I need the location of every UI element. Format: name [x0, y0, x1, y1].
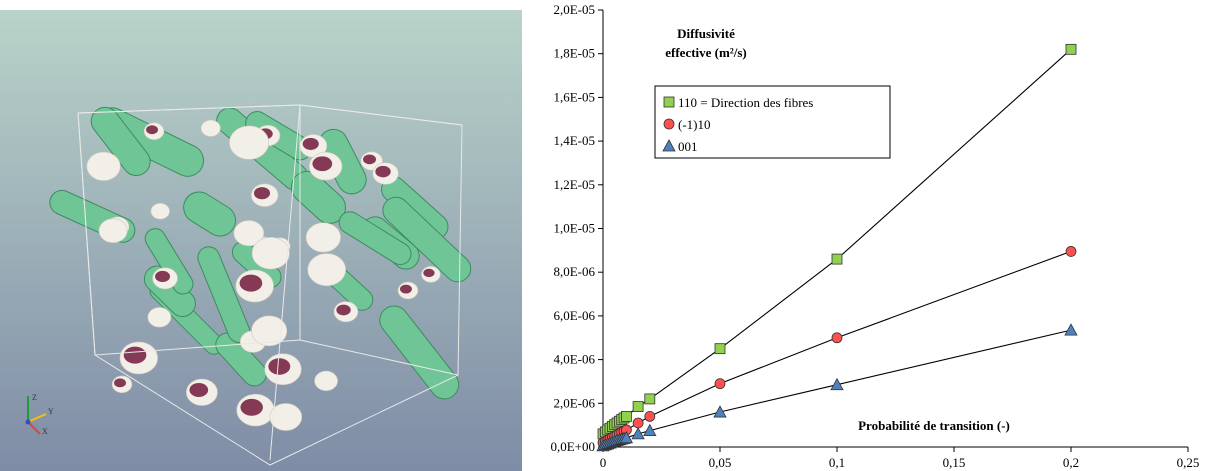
orientation-triad: Z Y X [25, 393, 54, 436]
data-point-square [1065, 43, 1077, 55]
fiber-cross-section [397, 281, 419, 300]
fiber-cross-section [147, 307, 172, 328]
x-tick-label: 0 [600, 455, 607, 470]
y-tick-label: 0,0E+00 [550, 439, 595, 454]
x-axis-title: Probabilité de transition (-) [858, 418, 1010, 433]
x-tick-label: 0,25 [1177, 455, 1200, 470]
chart-title-line-2: effective (m²/s) [665, 45, 747, 60]
fiber-body [382, 196, 472, 283]
x-tick-label: 0,2 [1063, 455, 1079, 470]
fiber-cross-section [372, 162, 399, 185]
legend-box [654, 85, 891, 159]
legend: 110 = Direction des fibres (-1)10 001 [654, 85, 891, 159]
chart-title: Diffusivité effective (m²/s) [665, 26, 747, 60]
fiber-cross-section [421, 266, 441, 283]
fiber-cross-section [233, 220, 265, 247]
fiber-cross-section [333, 301, 359, 323]
y-tick-label: 2,0E-06 [553, 395, 595, 410]
fiber-cross-section [236, 393, 275, 427]
fiber-cross-section [186, 378, 218, 406]
data-point-triangle [713, 405, 727, 418]
y-tick-label: 6,0E-06 [553, 308, 595, 323]
fiber-cross-section [251, 315, 288, 347]
fiber-cross-section [235, 269, 274, 303]
fiber-cross-section [111, 375, 133, 394]
fiber-cross-section [150, 202, 170, 220]
fiber-microstructure-render: Z Y X [0, 10, 522, 471]
data-point-square [714, 343, 726, 355]
fiber-cross-section [86, 151, 121, 181]
data-point-triangle [619, 430, 634, 444]
fiber-body [338, 211, 412, 266]
legend-items: 110 = Direction des fibres (-1)10 001 [662, 95, 813, 154]
legend-label: 001 [678, 139, 698, 154]
y-tick-label: 2,0E-05 [553, 2, 595, 17]
fiber-cross-section [269, 403, 303, 431]
fiber-cross-section [299, 134, 328, 158]
y-tick-label: 4,0E-06 [553, 352, 595, 367]
data-point-circle [1065, 246, 1077, 257]
triad-x-label: X [42, 427, 48, 436]
fiber-cross-section [229, 125, 270, 160]
data-point-triangle [631, 427, 645, 440]
fiber-cross-section [119, 341, 158, 375]
fiber-body [144, 228, 194, 295]
y-tick-label: 1,6E-05 [553, 89, 595, 104]
series-markers [596, 43, 1078, 452]
fiber-body [90, 106, 151, 177]
data-point-circle [644, 411, 656, 422]
y-tick-label: 1,4E-05 [553, 133, 595, 148]
x-axis: 0 0,05 0,1 0,15 0,2 0,25 [600, 446, 1200, 470]
y-tick-label: 8,0E-06 [553, 264, 595, 279]
legend-label: 110 = Direction des fibres [678, 95, 813, 110]
data-point-circle [831, 332, 843, 344]
fiber-layer [49, 106, 472, 431]
legend-marker-square [663, 96, 675, 108]
fiber-cross-section [250, 183, 279, 207]
data-point-circle [714, 378, 726, 390]
y-axis: 0,0E+00 2,0E-06 4,0E-06 6,0E-06 8,0E-06 1,0E-… [550, 2, 604, 454]
fiber-cross-section [152, 267, 178, 290]
y-tick-group: 0,0E+00 2,0E-06 4,0E-06 6,0E-06 8,0E-06 1,0E-… [550, 2, 603, 454]
y-tick-label: 1,0E-05 [553, 221, 595, 236]
triad-y-label: Y [48, 407, 54, 416]
fiber-body [379, 305, 460, 400]
x-tick-label: 0,15 [943, 455, 966, 470]
bounding-box [77, 104, 463, 466]
data-point-square [632, 401, 644, 412]
fiber-cross-section [264, 353, 302, 386]
diffusivity-chart: 0,0E+00 2,0E-06 4,0E-06 6,0E-06 8,0E-06 1,0E-… [550, 2, 1200, 470]
fiber-cross-section [305, 222, 341, 253]
x-tick-label: 0,05 [709, 455, 732, 470]
fiber-cross-section [251, 237, 290, 270]
data-point-square [644, 393, 656, 405]
data-point-square [621, 411, 632, 422]
data-point-circle [632, 417, 644, 429]
data-point-triangle [830, 377, 844, 391]
chart-title-line-1: Diffusivité [677, 26, 735, 41]
legend-marker-triangle [662, 139, 676, 152]
fiber-cross-section [307, 253, 346, 287]
x-tick-label: 0,1 [829, 455, 845, 470]
y-tick-label: 1,8E-05 [553, 46, 595, 61]
fiber-cross-section [200, 119, 221, 137]
fiber-cross-section [143, 122, 165, 140]
fiber-cross-section [314, 370, 338, 391]
data-point-square [831, 253, 843, 265]
legend-marker-circle [663, 118, 675, 130]
fiber-cross-section [98, 218, 128, 244]
y-tick-label: 1,2E-05 [553, 177, 595, 192]
data-point-triangle [643, 423, 657, 437]
triad-z-label: Z [32, 393, 37, 402]
legend-label: (-1)10 [678, 117, 711, 132]
fiber-cross-section [308, 151, 343, 181]
data-point-triangle [1064, 323, 1078, 336]
x-tick-group: 0 0,05 0,1 0,15 0,2 0,25 [600, 447, 1200, 470]
fiber-body [183, 191, 237, 237]
